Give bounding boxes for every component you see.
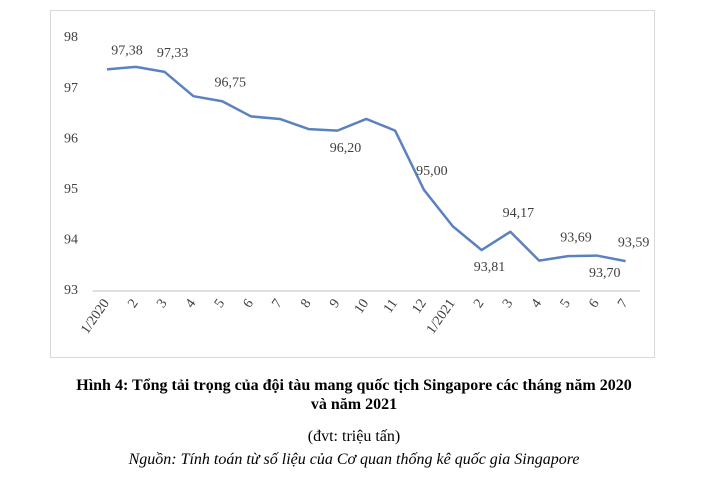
x-tick-label: 10 [352,297,372,317]
y-tick-label: 97 [64,81,78,96]
data-label: 96,75 [214,75,246,90]
data-label: 93,69 [560,230,592,245]
x-tick-label: 3 [500,297,516,311]
data-label: 95,00 [416,164,448,179]
data-label: 97,33 [157,46,189,61]
data-label: 97,38 [111,44,143,59]
x-tick-label: 2 [471,297,487,311]
x-tick-label: 7 [269,297,285,311]
x-tick-label: 1/2021 [424,297,459,337]
x-tick-label: 5 [212,297,228,311]
x-tick-label: 5 [558,297,574,311]
x-tick-label: 8 [298,297,314,311]
y-tick-label: 94 [64,233,78,248]
x-tick-label: 4 [183,297,199,311]
x-tick-label: 7 [615,297,631,311]
line [106,65,626,263]
x-tick-label: 9 [327,297,343,311]
data-label: 93,70 [589,266,621,281]
data-label: 93,81 [474,260,506,275]
data-label: 94,17 [503,206,535,221]
x-tick-label: 12 [410,297,430,317]
x-tick-label: 6 [241,297,257,311]
y-tick-label: 96 [64,131,78,146]
chart-frame [50,10,655,358]
x-tick-label: 2 [125,297,141,311]
chart-title: Hình 4: Tổng tải trọng của đội tàu mang … [76,377,632,413]
data-label: 96,20 [330,141,362,156]
x-tick-label: 4 [529,297,545,311]
source-note: Nguồn: Tính toán từ số liệu của Cơ quan … [128,451,580,468]
x-tick-label: 1/2020 [78,297,113,337]
y-tick-label: 93 [64,283,78,298]
data-label: 93,59 [618,235,650,250]
y-tick-label: 95 [64,182,78,197]
x-tick-label: 6 [586,297,602,311]
unit-note: (đvt: triệu tấn) [307,428,401,445]
y-tick-label: 98 [64,30,78,45]
x-tick-label: 11 [381,297,401,317]
x-tick-label: 3 [154,297,170,311]
